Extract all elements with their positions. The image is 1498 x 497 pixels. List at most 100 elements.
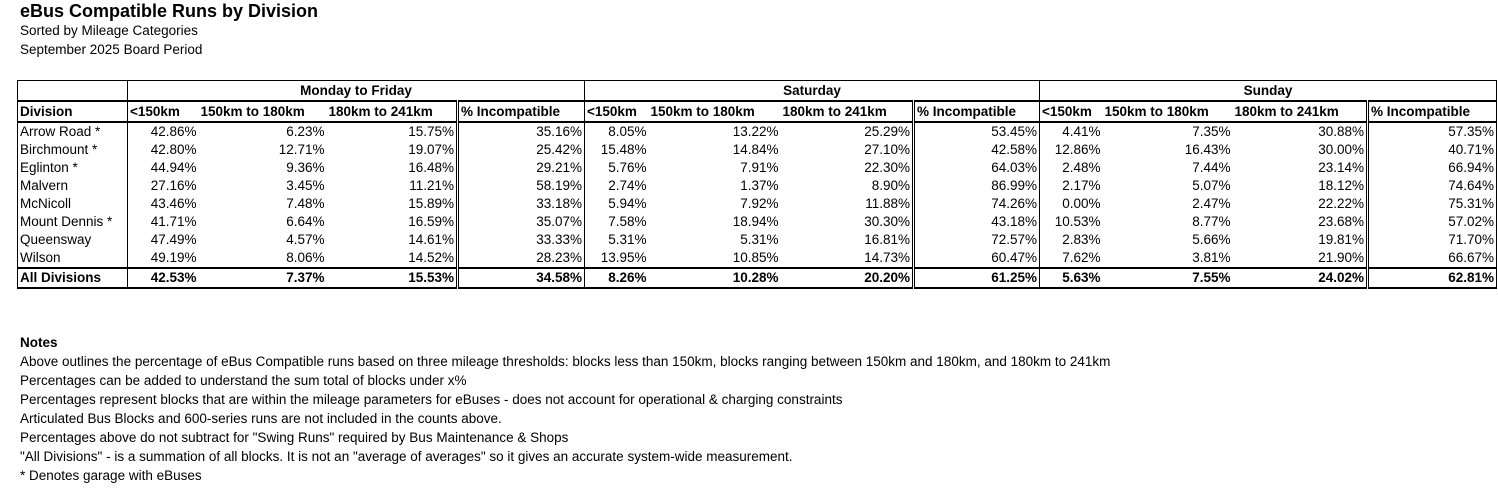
percent-cell: 16.81% [864,232,910,247]
percent-cell: 27.10% [864,142,910,157]
percent-cell: 49.19% [127,249,199,268]
column-header-lt150: <150km [1039,101,1103,123]
note-line: Percentages can be added to understand t… [20,373,467,388]
percent-cell: 33.18% [456,195,585,213]
percent-cell: 16.43% [1184,142,1231,157]
percent-cell: 5.66% [1192,232,1231,247]
percent-cell: 28.23% [456,249,585,268]
percent-cell: 7.91% [740,160,779,175]
percent-cell: 12.86% [1039,141,1103,159]
percent-cell: 74.26% [912,195,1040,213]
percent-cell: 35.16% [456,122,585,141]
group-sunday: Sunday [1039,80,1497,102]
percent-cell: 22.30% [864,160,910,175]
percent-cell: 72.57% [912,231,1040,249]
percent-cell: 44.94% [127,159,199,177]
division-name: All Divisions [17,267,128,289]
percent-cell: 8.77% [1192,214,1231,229]
note-line: Percentages represent blocks that are wi… [20,392,843,407]
column-header-lt150: <150km [584,101,649,123]
percent-cell: 42.80% [127,141,199,159]
percent-cell: 7.48% [286,196,325,211]
percent-cell: 57.35% [1366,122,1497,141]
percent-cell: 71.70% [1366,231,1497,249]
percent-cell: 20.20% [780,267,914,289]
note-line: * Denotes garage with eBuses [20,468,202,483]
page-subtitle: Sorted by Mileage Categories [20,23,198,38]
percent-cell: 10.85% [732,250,779,265]
percent-cell: 8.06% [286,250,325,265]
division-name: Eglinton * [17,159,128,177]
column-header-180-241: 180km to 241km [1232,101,1368,123]
table-row: McNicoll 43.46% 7.48% 15.89% 33.18% 5.94% 7.92… [17,195,1497,213]
percent-cell: 7.92% [740,196,779,211]
percent-cell: 15.48% [584,141,649,159]
percent-cell: 23.14% [1318,160,1364,175]
table-row: Queensway 47.49% 4.57% 14.61% 33.33% 5.31% 5.3… [17,231,1497,249]
percent-cell: 58.19% [456,177,585,195]
percent-cell: 15.89% [408,196,454,211]
percent-cell: 42.53% [127,267,199,289]
percent-cell: 16.59% [408,214,454,229]
percent-cell: 5.31% [584,231,649,249]
percent-cell: 19.81% [1318,232,1364,247]
percent-cell: 60.47% [912,249,1040,268]
column-header-incompatible: % Incompatible [912,101,1040,123]
table-row: Mount Dennis * 41.71% 6.64% 16.59% 35.07% 7.5… [17,213,1497,231]
percent-cell: 43.46% [127,195,199,213]
percent-cell: 13.95% [584,249,649,268]
percent-cell: 4.57% [286,232,325,247]
percent-cell: 42.86% [127,122,199,141]
percent-cell: 10.53% [1039,213,1103,231]
percent-cell: 9.36% [286,160,325,175]
table-row: Birchmount * 42.80% 12.71% 19.07% 25.42% 15.4… [17,141,1497,159]
percent-cell: 12.71% [278,142,325,157]
percent-cell: 5.07% [1192,178,1231,193]
percent-cell: 8.90% [871,178,910,193]
total-row: All Divisions 42.53% 7.37% 15.53% 34.58% 8.26… [17,267,1497,289]
division-name: Wilson [17,249,128,268]
page-title: eBus Compatible Runs by Division [20,1,319,21]
column-header-150-180: 150km to 180km [1102,101,1233,123]
percent-cell: 2.83% [1039,231,1103,249]
percent-cell: 0.00% [1039,195,1103,213]
division-name: Mount Dennis * [17,213,128,231]
ebus-compatibility-table: Monday to Friday Saturday Sunday Divisio… [17,80,1497,289]
note-line: Percentages above do not subtract for "S… [20,430,569,445]
percent-cell: 18.12% [1318,178,1364,193]
percent-cell: 35.07% [456,213,585,231]
percent-cell: 41.71% [127,213,199,231]
percent-cell: 23.68% [1318,214,1364,229]
percent-cell: 1.37% [740,178,779,193]
division-name: McNicoll [17,195,128,213]
percent-cell: 15.75% [408,124,454,139]
corner-cell [17,80,128,102]
percent-cell: 75.31% [1366,195,1497,213]
percent-cell: 64.03% [912,159,1040,177]
division-name: Queensway [17,231,128,249]
percent-cell: 5.76% [584,159,649,177]
percent-cell: 6.64% [286,214,325,229]
percent-cell: 66.67% [1366,249,1497,268]
column-header-incompatible: % Incompatible [1366,101,1497,123]
percent-cell: 6.23% [286,124,325,139]
division-name: Malvern [17,177,128,195]
note-line: Articulated Bus Blocks and 600-series ru… [20,411,502,426]
percent-cell: 61.25% [912,267,1040,289]
column-header-150-180: 150km to 180km [198,101,327,123]
percent-cell: 47.49% [127,231,199,249]
column-header-150-180: 150km to 180km [648,101,781,123]
percent-cell: 14.52% [408,250,454,265]
percent-cell: 5.31% [740,232,779,247]
percent-cell: 66.94% [1366,159,1497,177]
percent-cell: 24.02% [1232,267,1368,289]
percent-cell: 42.58% [912,141,1040,159]
percent-cell: 8.26% [584,267,649,289]
percent-cell: 40.71% [1366,141,1497,159]
group-monday-to-friday: Monday to Friday [127,80,585,102]
percent-cell: 5.94% [584,195,649,213]
percent-cell: 27.16% [127,177,199,195]
percent-cell: 34.58% [456,267,585,289]
percent-cell: 30.88% [1318,124,1364,139]
percent-cell: 7.62% [1039,249,1103,268]
